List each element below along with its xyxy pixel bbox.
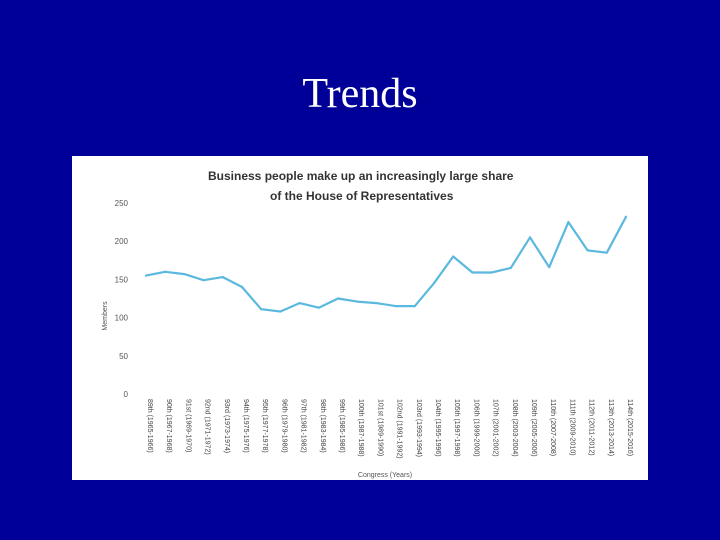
x-tick-label: 90th (1967-1968)	[165, 399, 172, 453]
data-point	[567, 221, 570, 224]
data-point	[548, 266, 551, 269]
data-point	[509, 266, 512, 270]
chart-title-line-1: Business people make up an increasingly …	[208, 169, 514, 183]
data-point	[144, 274, 148, 277]
x-tick-label: 102nd (1991-1992)	[396, 399, 403, 459]
data-point	[471, 271, 474, 274]
x-tick-label: 97th (1981-1982)	[300, 399, 307, 453]
series-line	[145, 216, 627, 313]
x-axis: 89th (1965-1966) 90th (1967-1968) 91st (19…	[146, 399, 633, 459]
data-point	[298, 301, 301, 305]
y-tick-label: 250	[115, 199, 129, 208]
x-tick-label: 104th (1995-1996)	[434, 399, 441, 457]
x-tick-label: 101st (1989-1990)	[376, 399, 383, 456]
data-point	[452, 255, 455, 258]
x-axis-label: Congress (Years)	[358, 472, 412, 479]
y-axis-label: Members	[102, 301, 109, 331]
y-tick-label: 50	[119, 352, 128, 361]
x-tick-label: 105th (1997-1998)	[453, 399, 460, 457]
y-tick-label: 150	[115, 275, 129, 284]
data-point	[336, 297, 340, 300]
data-point	[164, 270, 167, 273]
data-point	[260, 308, 263, 311]
line-chart: Business people make up an increasingly …	[102, 169, 633, 479]
x-tick-label: 91st (1969-1970)	[184, 399, 191, 452]
data-point	[624, 215, 628, 218]
data-point	[413, 305, 416, 308]
x-tick-label: 103rd (1993-1994)	[415, 399, 422, 457]
x-tick-label: 98th (1983-1984)	[319, 399, 326, 453]
slide-title: Trends	[302, 71, 418, 117]
y-tick-label: 100	[115, 314, 129, 323]
data-point	[490, 271, 493, 274]
data-point	[432, 282, 436, 285]
y-tick-label: 0	[124, 390, 129, 399]
series-line-group	[144, 215, 628, 313]
x-tick-label: 107th (2001-2002)	[492, 399, 499, 457]
x-tick-label: 114th (2015-2016)	[626, 399, 633, 456]
chart-panel: Business people make up an increasingly …	[72, 156, 648, 480]
data-point	[394, 305, 397, 308]
x-tick-label: 100th (1987-1988)	[357, 399, 364, 457]
data-point	[279, 310, 282, 313]
x-tick-label: 109th (2005-2006)	[530, 399, 537, 457]
x-tick-label: 99th (1985-1986)	[338, 399, 345, 453]
data-point	[586, 249, 589, 252]
data-point	[375, 301, 378, 305]
data-point	[183, 272, 186, 276]
data-point	[528, 236, 532, 239]
x-tick-label: 113th (2013-2014)	[607, 399, 614, 456]
data-point	[317, 306, 320, 309]
x-tick-label: 94th (1975-1976)	[242, 399, 249, 453]
x-tick-label: 95th (1977-1978)	[261, 399, 268, 453]
x-tick-label: 111th (2009-2010)	[568, 399, 575, 456]
data-point	[605, 251, 608, 254]
x-tick-label: 92nd (1971-1972)	[204, 399, 211, 455]
x-tick-label: 110th (2007-2008)	[549, 399, 556, 456]
data-point	[356, 300, 359, 303]
data-point	[202, 279, 205, 282]
x-tick-label: 108th (2003-2004)	[511, 399, 518, 457]
data-point	[221, 276, 224, 279]
x-tick-label: 93rd (1973-1974)	[223, 399, 230, 453]
y-tick-label: 200	[115, 237, 129, 246]
x-tick-label: 112th (2011-2012)	[588, 399, 595, 456]
x-tick-label: 96th (1979-1980)	[280, 399, 287, 453]
y-axis: 0 50 100 150 200 250	[115, 199, 129, 399]
x-tick-label: 89th (1965-1966)	[146, 399, 153, 453]
chart-title-line-2: of the House of Representatives	[270, 189, 454, 203]
x-tick-label: 106th (1999-2000)	[472, 399, 479, 457]
data-point	[240, 285, 244, 289]
